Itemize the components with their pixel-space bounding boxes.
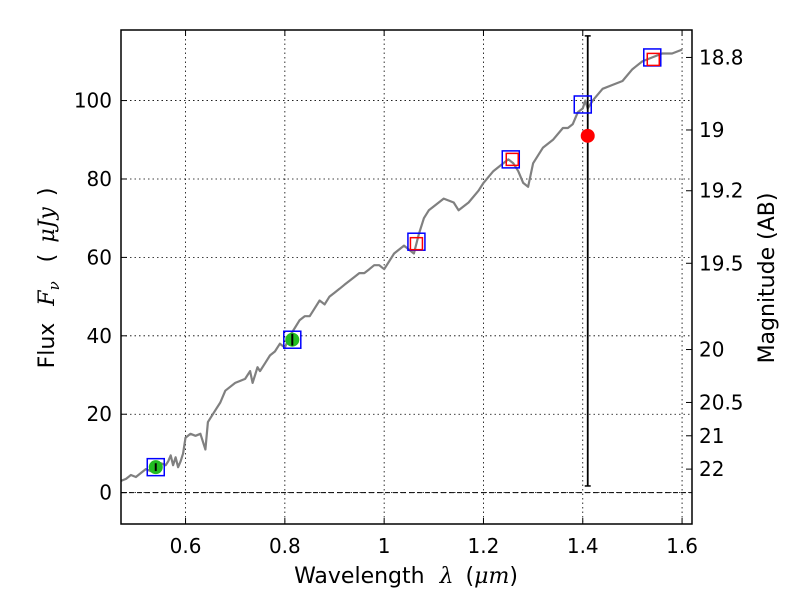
ticks: 0.6 0.8 1 1.2 1.4 1.6 0 20 40 60 80 100 18.8 19 19.2 19… (74, 30, 744, 558)
x-tick-label: 0.6 (170, 534, 202, 558)
data-series (120, 35, 683, 487)
y2-tick-label: 18.8 (699, 45, 744, 69)
x-tick-label: 1.4 (567, 534, 599, 558)
x-tick-label: 1 (378, 534, 391, 558)
y-tick-label: 20 (87, 402, 112, 426)
y2-tick-label: 21 (699, 424, 724, 448)
model-photometry-square (283, 330, 302, 349)
grid (121, 30, 692, 524)
model-photometry-square (146, 457, 166, 477)
y2-tick-label: 20.5 (699, 390, 744, 414)
y2-tick-label: 19 (699, 118, 724, 142)
spectrum-line (120, 48, 683, 482)
upper-limit-point (580, 128, 595, 143)
predicted-photometry-square (646, 52, 661, 67)
x-tick-label: 1.6 (666, 534, 698, 558)
x-tick-label: 1.2 (468, 534, 500, 558)
y-tick-label: 80 (87, 167, 112, 191)
y-tick-label: 60 (87, 245, 112, 269)
y-tick-label: 0 (99, 481, 112, 505)
plot-frame (120, 29, 693, 525)
y2-tick-label: 19.5 (699, 251, 744, 275)
x-tick-label: 0.8 (269, 534, 301, 558)
y-axis-label: Flux Fν ( μJy ) (35, 188, 65, 369)
model-photometry-square (501, 150, 521, 169)
predicted-photometry-square (505, 152, 520, 167)
y2-tick-label: 19.2 (699, 179, 744, 203)
y2-tick-label: 22 (699, 457, 724, 481)
x-axis-label: Wavelength λ (μm) (294, 564, 518, 589)
y-tick-label: 100 (74, 89, 112, 113)
y2-axis-label: Magnitude (AB) (755, 193, 780, 364)
model-photometry-square (573, 95, 593, 114)
y2-tick-label: 20 (699, 338, 724, 362)
y-tick-label: 40 (87, 324, 112, 348)
predicted-photometry-square (409, 236, 424, 251)
